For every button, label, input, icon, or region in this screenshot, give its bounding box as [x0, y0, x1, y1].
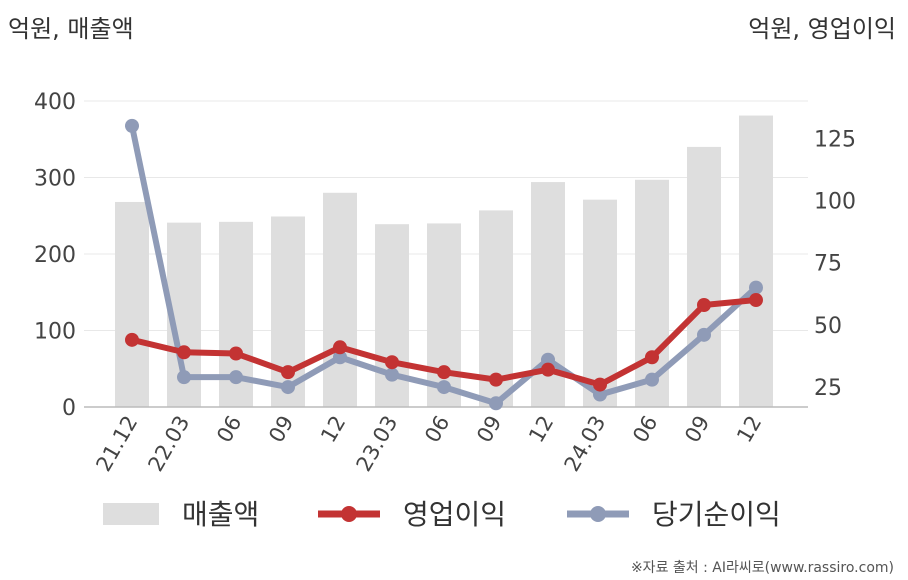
net-income-point: [541, 352, 555, 367]
legend-revenue-label: 매출액: [182, 498, 259, 531]
legend-revenue-swatch: [103, 503, 159, 525]
x-axis-ticks: 21.12 22.03 06 09 12 23.03 06 09 12 24.03 06 09 12: [91, 412, 766, 476]
revenue-bar: [583, 199, 617, 407]
operating-income-point: [645, 350, 659, 365]
operating-income-point: [749, 293, 763, 308]
x-tick-label: 09: [472, 412, 506, 447]
operating-income-point: [281, 365, 295, 380]
net-income-point: [749, 280, 763, 295]
operating-income-point: [437, 365, 451, 380]
left-tick-label: 0: [62, 396, 76, 421]
x-tick-label: 23.03: [351, 412, 402, 476]
x-tick-label: 09: [680, 412, 714, 447]
net-income-point: [489, 396, 503, 411]
operating-income-point: [229, 346, 243, 361]
operating-income-point: [697, 298, 711, 312]
x-tick-label: 09: [264, 412, 298, 447]
left-tick-label: 400: [34, 90, 76, 115]
net-income-point: [437, 380, 451, 395]
revenue-bar: [687, 146, 721, 407]
left-axis-unit: 억원, 매출액: [8, 15, 134, 43]
net-income-point: [333, 350, 347, 365]
legend-operating-label: 영업이익: [403, 498, 506, 531]
profit-lines: [125, 118, 763, 411]
left-tick-label: 100: [34, 320, 76, 345]
x-tick-label: 12: [732, 412, 766, 447]
revenue-bar: [427, 223, 461, 407]
left-tick-label: 300: [34, 167, 76, 192]
right-tick-label: 125: [814, 127, 856, 152]
net-income-point: [385, 367, 399, 382]
right-axis-unit: 억원, 영업이익: [748, 15, 896, 43]
operating-income-point: [125, 332, 139, 347]
net-income-point: [645, 372, 659, 387]
x-tick-label: 06: [212, 412, 246, 447]
legend-net-label: 당기순이익: [652, 498, 781, 531]
operating-income-point: [333, 340, 347, 355]
source-note: ※자료 출처 : AI라씨로(www.rassiro.com): [631, 560, 894, 576]
net-income-point: [177, 370, 191, 385]
right-tick-label: 75: [814, 252, 842, 277]
legend-net-marker: [590, 506, 606, 522]
operating-income-point: [541, 362, 555, 377]
x-tick-label: 12: [316, 412, 350, 447]
net-income-point: [593, 387, 607, 402]
legend: 매출액 영업이익 당기순이익: [103, 498, 781, 531]
operating-income-point: [593, 377, 607, 392]
net-income-point: [229, 370, 243, 385]
net-income-point: [281, 380, 295, 395]
revenue-bars: [115, 115, 773, 407]
legend-operating-marker: [341, 506, 357, 522]
operating-income-point: [177, 345, 191, 360]
right-axis-ticks: 25 50 75 100 125: [814, 127, 856, 401]
x-tick-label: 06: [420, 412, 454, 447]
right-tick-label: 25: [814, 376, 842, 401]
operating-income-point: [489, 372, 503, 387]
x-tick-label: 22.03: [143, 412, 194, 476]
right-tick-label: 100: [814, 190, 856, 215]
x-tick-label: 24.03: [559, 412, 610, 476]
net-income-point: [125, 118, 139, 133]
operating-income-point: [385, 355, 399, 370]
x-tick-label: 21.12: [91, 412, 142, 476]
revenue-bar: [115, 201, 149, 407]
revenue-bar: [739, 115, 773, 407]
left-tick-label: 200: [34, 243, 76, 268]
left-axis-ticks: 0 100 200 300 400: [34, 90, 76, 421]
net-income-point: [697, 327, 711, 342]
revenue-bar: [323, 192, 357, 407]
x-tick-label: 06: [628, 412, 662, 447]
x-tick-label: 12: [524, 412, 558, 447]
right-tick-label: 50: [814, 314, 842, 339]
